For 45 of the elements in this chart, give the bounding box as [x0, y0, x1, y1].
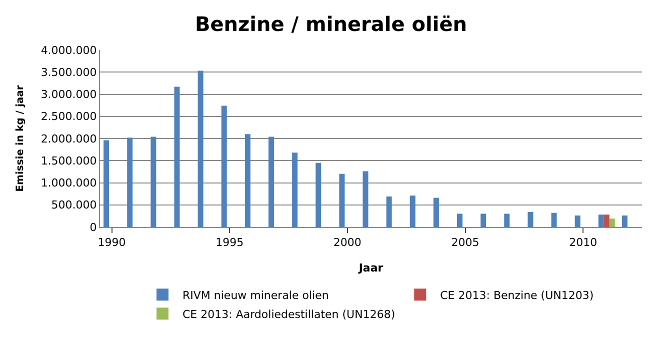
- bar: [551, 212, 557, 227]
- legend-label: CE 2013: Benzine (UN1203): [440, 288, 594, 302]
- bar: [433, 198, 439, 227]
- bar: [598, 214, 604, 227]
- bar: [316, 162, 322, 227]
- bar: [504, 214, 510, 227]
- y-tick-label: 1.500.000: [40, 154, 97, 168]
- bar: [174, 86, 180, 227]
- x-tick-label: 2010: [569, 236, 598, 250]
- bar: [528, 212, 534, 227]
- bar: [268, 136, 274, 227]
- y-tick-label: 1.000.000: [40, 176, 97, 190]
- bar: [622, 216, 628, 227]
- bar: [198, 70, 204, 227]
- bar: [221, 106, 227, 227]
- bar: [104, 140, 110, 227]
- y-tick-label: 2.500.000: [40, 110, 97, 124]
- bar: [339, 174, 345, 227]
- bar: [604, 214, 610, 227]
- y-tick-label: 500.000: [51, 198, 97, 212]
- y-tick-label: 4.000.000: [40, 44, 97, 57]
- x-tick-label: 2005: [451, 236, 480, 250]
- x-tick-label: 1995: [216, 236, 244, 250]
- y-tick-label: 2.000.000: [40, 132, 97, 146]
- bar: [127, 138, 133, 227]
- y-tick-label: 3.000.000: [40, 88, 97, 102]
- bar: [386, 196, 392, 227]
- chart-title: Benzine / minerale oliën: [194, 12, 468, 36]
- bar: [362, 171, 368, 227]
- x-tick-label: 1990: [98, 236, 126, 250]
- x-axis-title: Jaar: [358, 261, 384, 274]
- bar: [410, 196, 416, 227]
- legend-label: RIVM nieuw minerale olien: [182, 288, 329, 302]
- bar: [609, 218, 615, 227]
- y-tick-label: 3.500.000: [40, 66, 97, 79]
- bar: [574, 216, 580, 227]
- y-tick-label: 0: [90, 220, 97, 234]
- bar: [480, 214, 486, 227]
- x-tick-label: 2000: [333, 236, 362, 250]
- legend-label: CE 2013: Aardoliedestillaten (UN1268): [182, 308, 396, 321]
- bar: [457, 214, 463, 227]
- bar: [244, 134, 250, 227]
- bar: [150, 136, 156, 227]
- y-axis-title: Emissie in kg / jaar: [14, 85, 26, 192]
- bar: [292, 152, 298, 227]
